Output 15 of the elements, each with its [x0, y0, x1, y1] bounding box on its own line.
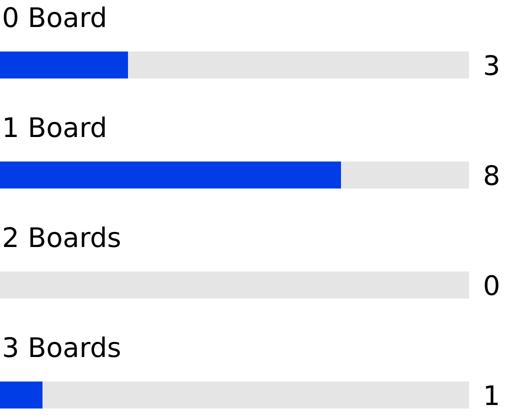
bar [0, 382, 43, 408]
y-tick-label: 1 Board [2, 113, 108, 144]
y-tick-label: 3 Boards [2, 333, 122, 364]
bar [128, 52, 469, 78]
bar [0, 162, 342, 188]
y-tick-label: 2 Boards [2, 223, 122, 254]
bar [341, 162, 469, 188]
y-tick-label: 0 Board [2, 3, 108, 34]
data-label: 0 [483, 271, 500, 302]
bar [42, 382, 469, 408]
bar [0, 272, 469, 298]
bar [0, 52, 128, 78]
data-label: 1 [483, 381, 500, 412]
data-label: 3 [483, 51, 500, 82]
data-label: 8 [483, 161, 500, 192]
